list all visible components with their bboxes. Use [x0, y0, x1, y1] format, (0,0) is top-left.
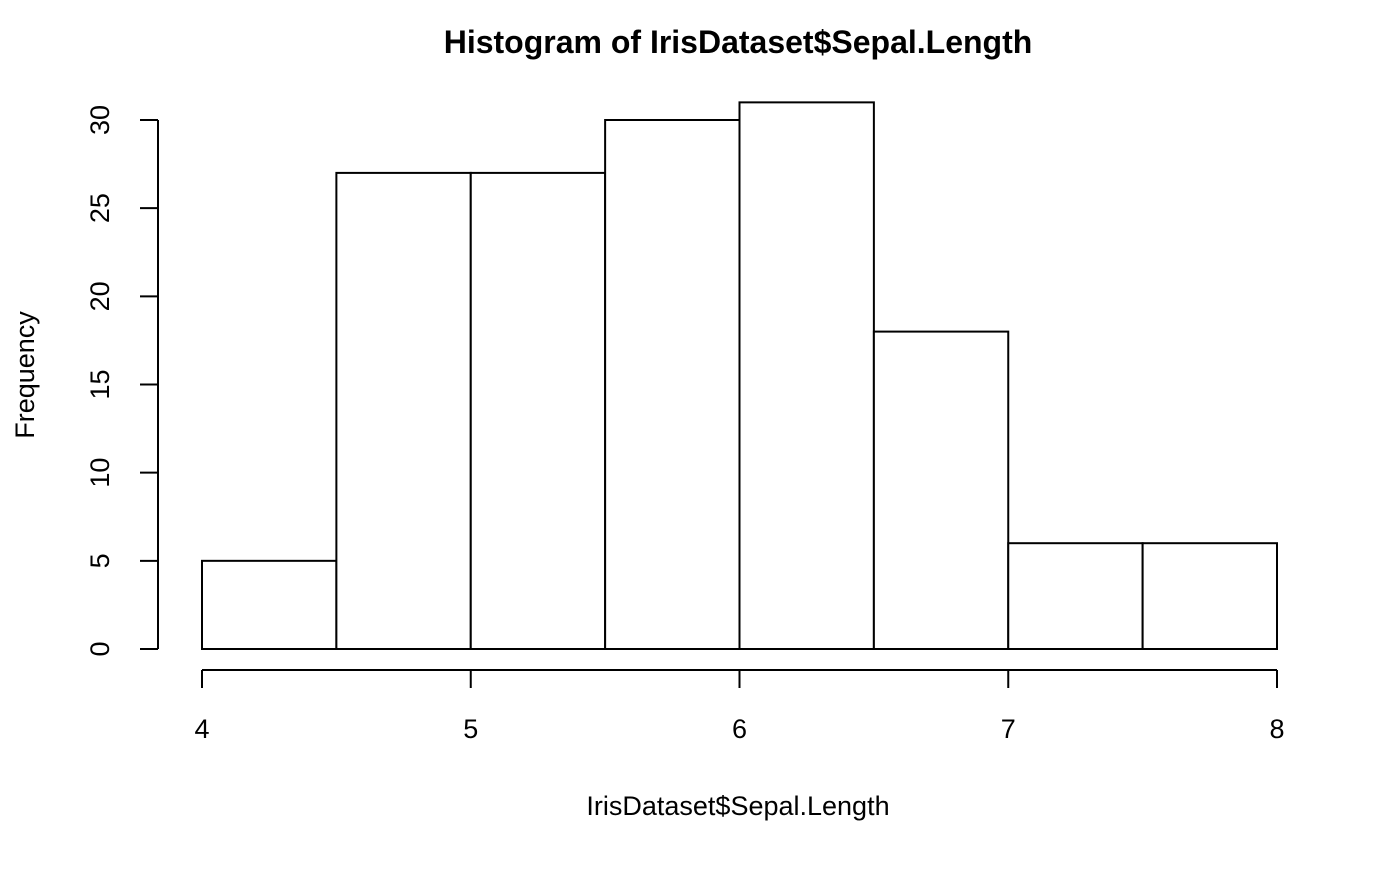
x-axis-label: IrisDataset$Sepal.Length — [586, 791, 889, 821]
y-tick-label: 10 — [85, 458, 115, 488]
histogram-bar-1 — [201, 559, 338, 650]
y-tick-label: 20 — [85, 281, 115, 311]
histogram-bar-2 — [335, 171, 472, 650]
histogram-bar-8 — [1141, 542, 1278, 651]
y-axis-label: Frequency — [10, 311, 40, 439]
histogram-bar-3 — [469, 171, 607, 650]
y-tick-label: 15 — [85, 369, 115, 399]
x-tick-label: 6 — [732, 714, 747, 744]
y-tick-label: 30 — [85, 105, 115, 135]
y-tick-label: 5 — [85, 553, 115, 568]
histogram-bar-5 — [738, 101, 875, 651]
x-tick-label: 4 — [194, 714, 209, 744]
histogram-bar-4 — [604, 119, 741, 650]
histogram-bar-7 — [1007, 542, 1144, 651]
histogram-bars — [201, 101, 1278, 651]
histogram-bar-6 — [872, 330, 1010, 650]
y-tick-label: 0 — [85, 641, 115, 656]
x-tick-label: 7 — [1001, 714, 1016, 744]
x-tick-label: 8 — [1269, 714, 1284, 744]
x-axis: 4 5 6 7 8 — [194, 669, 1285, 744]
y-axis: 0 5 10 15 20 25 30 — [85, 105, 159, 657]
y-tick-label: 25 — [85, 193, 115, 223]
chart-title: Histogram of IrisDataset$Sepal.Length — [444, 24, 1033, 60]
x-tick-label: 5 — [463, 714, 478, 744]
